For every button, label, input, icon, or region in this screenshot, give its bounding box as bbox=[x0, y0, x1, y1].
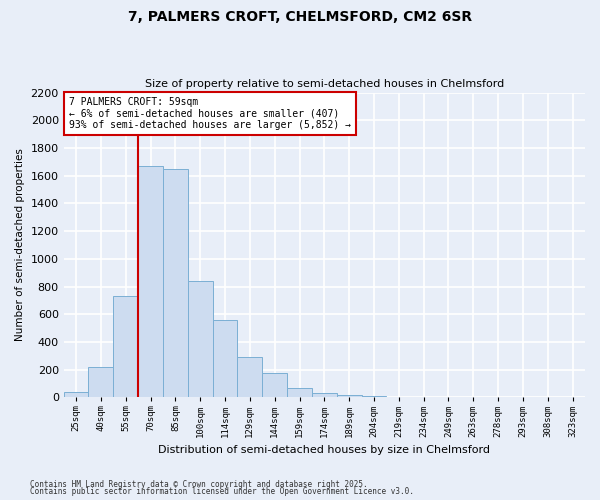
Bar bbox=[337, 394, 362, 398]
X-axis label: Distribution of semi-detached houses by size in Chelmsford: Distribution of semi-detached houses by … bbox=[158, 445, 490, 455]
Text: Contains HM Land Registry data © Crown copyright and database right 2025.: Contains HM Land Registry data © Crown c… bbox=[30, 480, 368, 489]
Text: Contains public sector information licensed under the Open Government Licence v3: Contains public sector information licen… bbox=[30, 488, 414, 496]
Bar bbox=[88, 367, 113, 398]
Bar bbox=[64, 392, 88, 398]
Bar bbox=[113, 296, 138, 398]
Y-axis label: Number of semi-detached properties: Number of semi-detached properties bbox=[15, 148, 25, 342]
Bar bbox=[138, 166, 163, 398]
Bar bbox=[212, 320, 238, 398]
Bar bbox=[163, 169, 188, 398]
Bar bbox=[262, 372, 287, 398]
Bar bbox=[188, 281, 212, 398]
Bar bbox=[362, 396, 386, 398]
Bar bbox=[287, 388, 312, 398]
Text: 7, PALMERS CROFT, CHELMSFORD, CM2 6SR: 7, PALMERS CROFT, CHELMSFORD, CM2 6SR bbox=[128, 10, 472, 24]
Text: 7 PALMERS CROFT: 59sqm
← 6% of semi-detached houses are smaller (407)
93% of sem: 7 PALMERS CROFT: 59sqm ← 6% of semi-deta… bbox=[69, 97, 351, 130]
Title: Size of property relative to semi-detached houses in Chelmsford: Size of property relative to semi-detach… bbox=[145, 79, 504, 89]
Bar bbox=[312, 394, 337, 398]
Bar bbox=[238, 356, 262, 398]
